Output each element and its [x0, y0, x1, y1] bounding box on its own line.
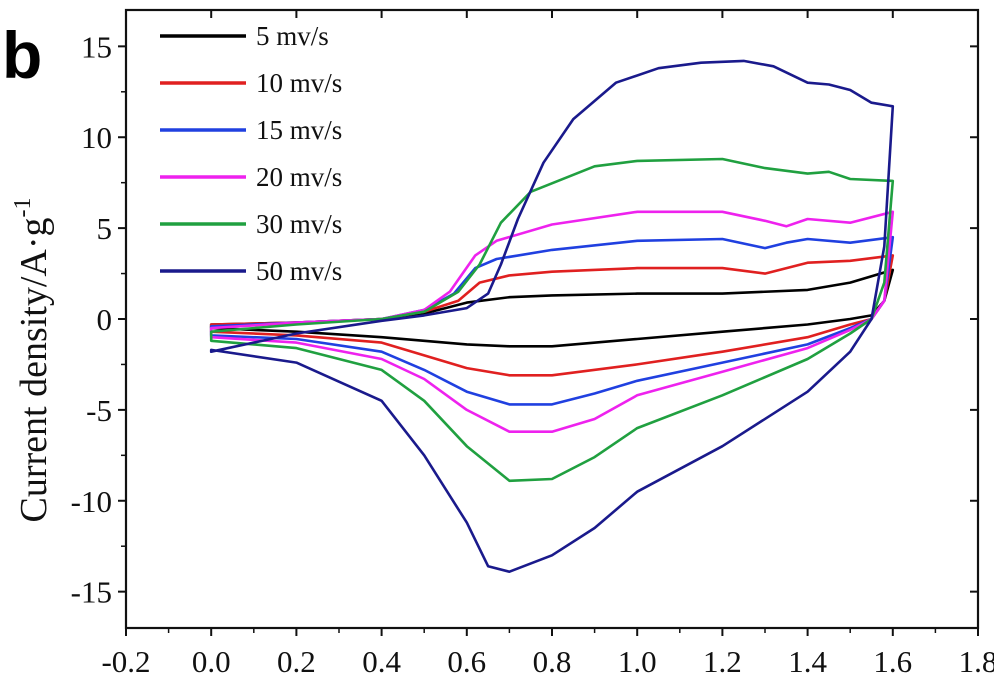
legend-label: 30 mv/s [256, 209, 342, 239]
series-line-1 [209, 268, 895, 348]
x-tick-label: 0.2 [277, 644, 316, 679]
y-tick-label: 15 [81, 29, 112, 64]
series-line-4 [209, 210, 895, 433]
x-tick-label: 1.4 [788, 644, 827, 679]
y-tick-label: 0 [97, 302, 113, 337]
x-tick-label: 0.8 [533, 644, 572, 679]
legend-label: 50 mv/s [256, 256, 342, 286]
y-tick-label: -15 [71, 575, 112, 610]
series-line-5 [209, 157, 895, 483]
y-axis-label: Current density/A·g-1 [10, 197, 55, 522]
legend: 5 mv/s 10 mv/s 15 mv/s 20 mv/s 30 mv/s 50 mv/… [160, 21, 342, 286]
x-tick-label: 1.2 [703, 644, 742, 679]
x-axis: -0.2 0.0 0.2 0.4 0.6 0.8 1.0 1.2 1.4 1.6 1.8 [101, 10, 994, 679]
legend-label: 20 mv/s [256, 162, 342, 192]
y-axis-label-text: Current density/A·g [13, 217, 55, 522]
y-tick-label: -10 [71, 484, 112, 519]
y-tick-label: 10 [81, 120, 112, 155]
y-tick-label: -5 [86, 393, 112, 428]
panel-label: b [2, 18, 42, 92]
legend-label: 10 mv/s [256, 68, 342, 98]
x-tick-label: 0.4 [362, 644, 401, 679]
x-tick-label: 1.6 [873, 644, 912, 679]
y-axis: -15 -10 -5 0 5 10 15 [71, 29, 978, 610]
series-line-6 [209, 59, 895, 573]
x-tick-label: -0.2 [101, 644, 150, 679]
legend-label: 15 mv/s [256, 115, 342, 145]
y-axis-label-superscript: -1 [10, 197, 36, 217]
x-tick-label: 0.6 [447, 644, 486, 679]
legend-label: 5 mv/s [256, 21, 329, 51]
x-tick-label: 1.0 [618, 644, 657, 679]
x-tick-label: 1.8 [959, 644, 994, 679]
series-layer [209, 59, 895, 573]
y-tick-label: 5 [97, 211, 113, 246]
x-tick-label: 0.0 [192, 644, 231, 679]
